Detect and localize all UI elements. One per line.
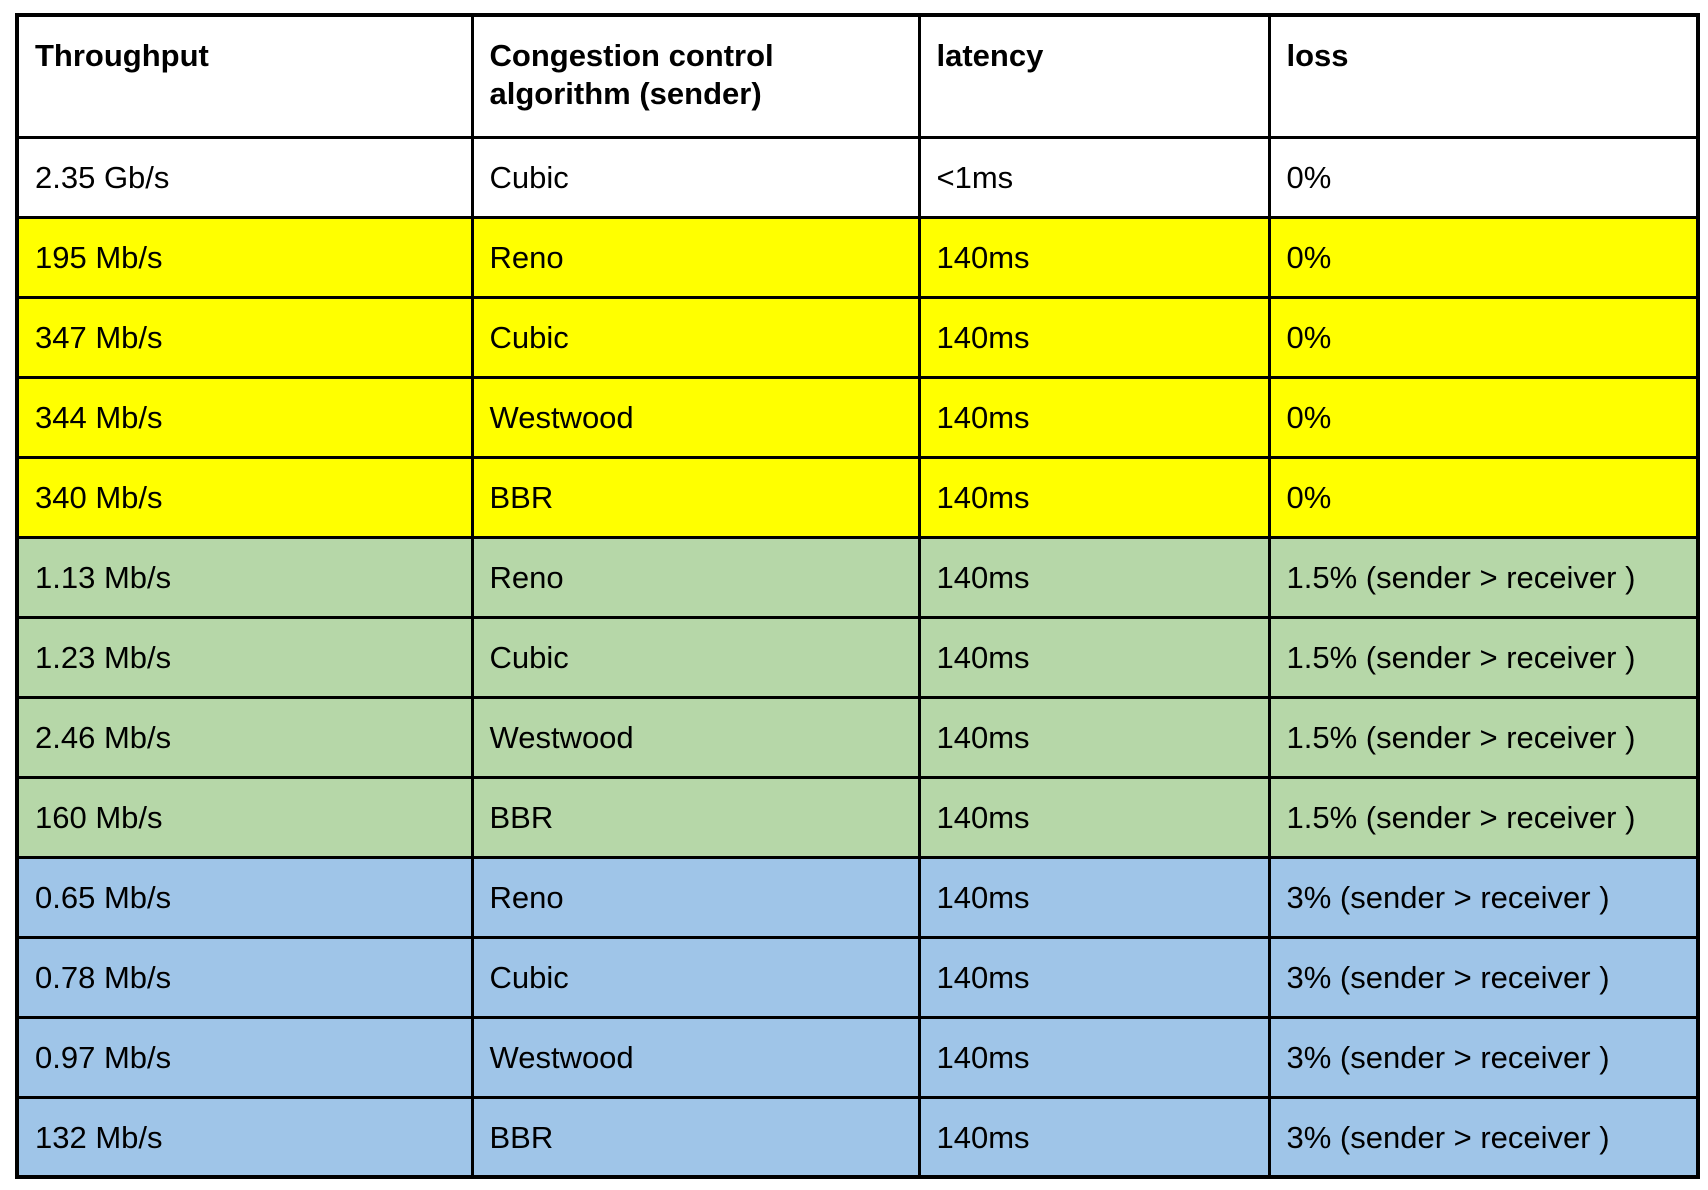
cell-loss: 0% (1267, 215, 1700, 299)
cell-throughput: 0.65 Mb/s (15, 855, 474, 939)
cell-latency: 140ms (917, 295, 1271, 379)
cell-latency: 140ms (917, 695, 1271, 779)
cell-throughput: 0.97 Mb/s (15, 1015, 474, 1099)
table-row: 347 Mb/s Cubic 140ms 0% (15, 295, 1700, 379)
cell-loss: 3% (sender > receiver ) (1267, 855, 1700, 939)
column-header-throughput: Throughput (15, 13, 474, 139)
cell-loss: 0% (1267, 455, 1700, 539)
cell-loss: 1.5% (sender > receiver ) (1267, 615, 1700, 699)
cell-loss: 3% (sender > receiver ) (1267, 1095, 1700, 1179)
table-row: 160 Mb/s BBR 140ms 1.5% (sender > receiv… (15, 775, 1700, 859)
cell-throughput: 344 Mb/s (15, 375, 474, 459)
cell-throughput: 1.23 Mb/s (15, 615, 474, 699)
cell-loss: 0% (1267, 295, 1700, 379)
cell-loss: 1.5% (sender > receiver ) (1267, 695, 1700, 779)
table-row: 344 Mb/s Westwood 140ms 0% (15, 375, 1700, 459)
cell-loss: 0% (1267, 375, 1700, 459)
cell-algorithm: Cubic (470, 615, 921, 699)
cell-algorithm: Westwood (470, 695, 921, 779)
cell-latency: 140ms (917, 935, 1271, 1019)
cell-throughput: 0.78 Mb/s (15, 935, 474, 1019)
cell-latency: <1ms (917, 135, 1271, 219)
table-row: 2.35 Gb/s Cubic <1ms 0% (15, 135, 1700, 219)
cell-throughput: 2.46 Mb/s (15, 695, 474, 779)
column-header-loss: loss (1267, 13, 1700, 139)
cell-latency: 140ms (917, 215, 1271, 299)
cell-latency: 140ms (917, 615, 1271, 699)
cell-loss: 0% (1267, 135, 1700, 219)
cell-latency: 140ms (917, 1015, 1271, 1099)
table-row: 2.46 Mb/s Westwood 140ms 1.5% (sender > … (15, 695, 1700, 779)
table-row: 1.13 Mb/s Reno 140ms 1.5% (sender > rece… (15, 535, 1700, 619)
table-row: 0.97 Mb/s Westwood 140ms 3% (sender > re… (15, 1015, 1700, 1099)
cell-throughput: 2.35 Gb/s (15, 135, 474, 219)
cell-throughput: 340 Mb/s (15, 455, 474, 539)
column-header-latency: latency (917, 13, 1271, 139)
cell-throughput: 347 Mb/s (15, 295, 474, 379)
cell-latency: 140ms (917, 375, 1271, 459)
cell-algorithm: Reno (470, 535, 921, 619)
cell-loss: 3% (sender > receiver ) (1267, 935, 1700, 1019)
cell-latency: 140ms (917, 775, 1271, 859)
cell-algorithm: BBR (470, 455, 921, 539)
cell-latency: 140ms (917, 535, 1271, 619)
cell-algorithm: BBR (470, 775, 921, 859)
cell-throughput: 195 Mb/s (15, 215, 474, 299)
cell-loss: 1.5% (sender > receiver ) (1267, 535, 1700, 619)
column-header-algorithm: Congestion control algorithm (sender) (470, 13, 921, 139)
cell-loss: 3% (sender > receiver ) (1267, 1015, 1700, 1099)
table-row: 195 Mb/s Reno 140ms 0% (15, 215, 1700, 299)
cell-loss: 1.5% (sender > receiver ) (1267, 775, 1700, 859)
cell-throughput: 132 Mb/s (15, 1095, 474, 1179)
cell-algorithm: BBR (470, 1095, 921, 1179)
results-table: Throughput Congestion control algorithm … (15, 13, 1700, 1179)
table-header-row: Throughput Congestion control algorithm … (15, 13, 1700, 139)
cell-algorithm: Westwood (470, 1015, 921, 1099)
cell-algorithm: Reno (470, 855, 921, 939)
cell-latency: 140ms (917, 1095, 1271, 1179)
table-row: 0.78 Mb/s Cubic 140ms 3% (sender > recei… (15, 935, 1700, 1019)
table-row: 132 Mb/s BBR 140ms 3% (sender > receiver… (15, 1095, 1700, 1179)
cell-algorithm: Cubic (470, 295, 921, 379)
cell-latency: 140ms (917, 855, 1271, 939)
cell-throughput: 1.13 Mb/s (15, 535, 474, 619)
cell-algorithm: Reno (470, 215, 921, 299)
cell-throughput: 160 Mb/s (15, 775, 474, 859)
table-row: 1.23 Mb/s Cubic 140ms 1.5% (sender > rec… (15, 615, 1700, 699)
cell-algorithm: Westwood (470, 375, 921, 459)
cell-latency: 140ms (917, 455, 1271, 539)
table-row: 340 Mb/s BBR 140ms 0% (15, 455, 1700, 539)
table-row: 0.65 Mb/s Reno 140ms 3% (sender > receiv… (15, 855, 1700, 939)
cell-algorithm: Cubic (470, 135, 921, 219)
cell-algorithm: Cubic (470, 935, 921, 1019)
